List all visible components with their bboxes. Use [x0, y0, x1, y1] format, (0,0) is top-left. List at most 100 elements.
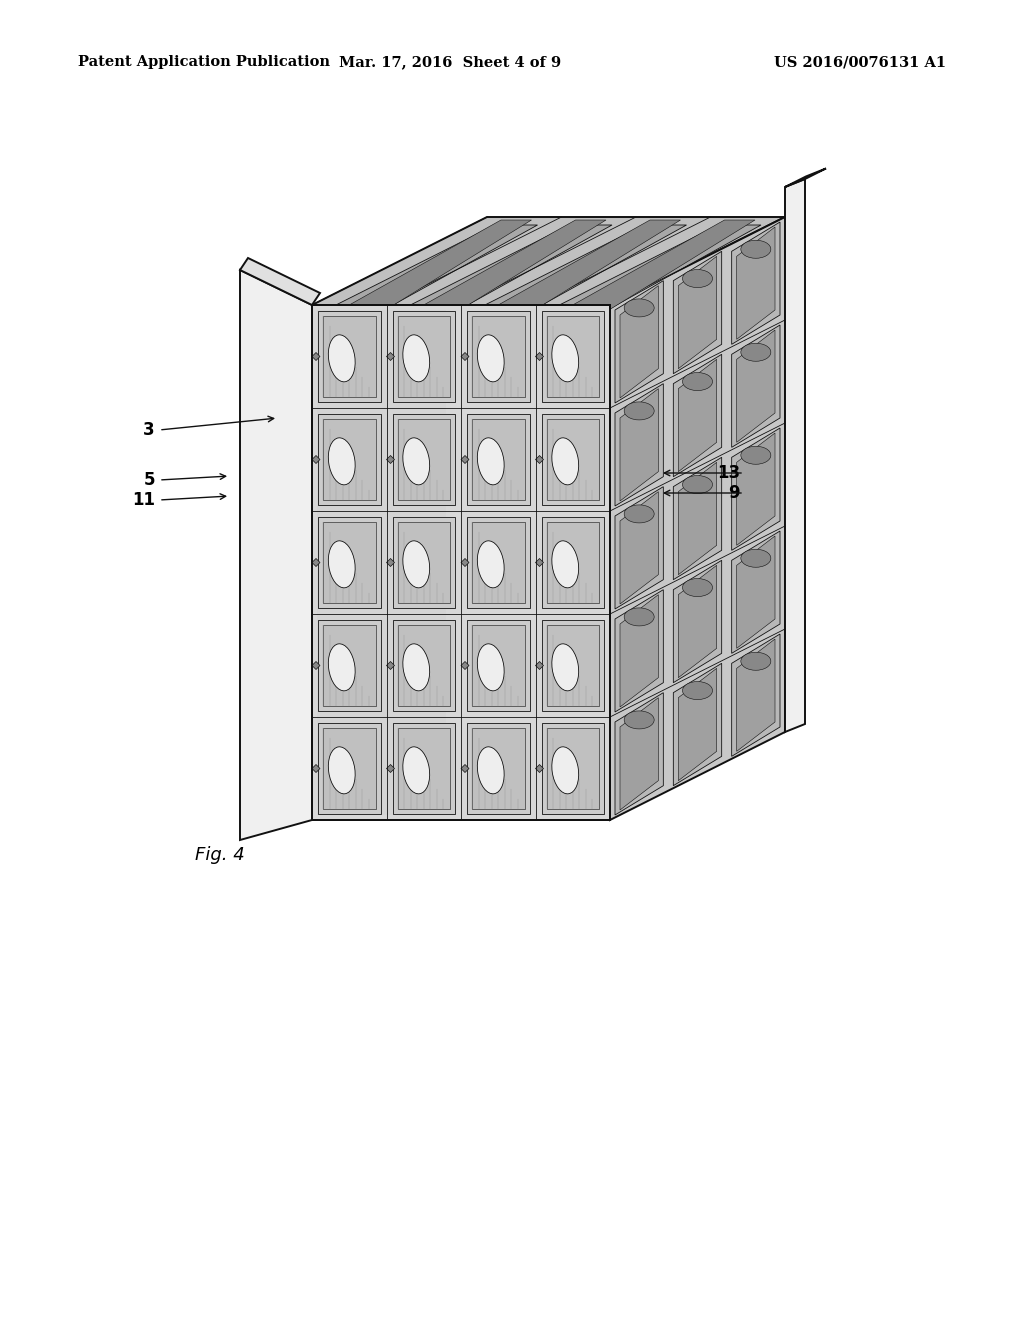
FancyBboxPatch shape: [318, 312, 381, 403]
Ellipse shape: [740, 446, 771, 465]
FancyBboxPatch shape: [467, 312, 529, 403]
Ellipse shape: [740, 240, 771, 259]
Polygon shape: [312, 352, 319, 360]
FancyBboxPatch shape: [467, 414, 529, 506]
Polygon shape: [674, 251, 722, 374]
Polygon shape: [461, 455, 469, 463]
Polygon shape: [674, 664, 722, 785]
Polygon shape: [475, 220, 681, 318]
Polygon shape: [674, 354, 722, 477]
FancyBboxPatch shape: [318, 517, 381, 609]
Polygon shape: [620, 595, 658, 708]
FancyBboxPatch shape: [318, 414, 381, 506]
FancyBboxPatch shape: [323, 624, 376, 706]
Polygon shape: [386, 558, 394, 566]
Polygon shape: [615, 487, 664, 609]
FancyBboxPatch shape: [547, 624, 599, 706]
Ellipse shape: [625, 711, 654, 729]
Polygon shape: [386, 455, 394, 463]
Ellipse shape: [329, 747, 355, 793]
Polygon shape: [615, 693, 664, 814]
Text: 9: 9: [728, 484, 740, 502]
Ellipse shape: [402, 747, 430, 793]
FancyBboxPatch shape: [547, 418, 599, 500]
Ellipse shape: [552, 438, 579, 484]
FancyBboxPatch shape: [392, 620, 455, 711]
Polygon shape: [544, 224, 761, 313]
Ellipse shape: [552, 335, 579, 381]
Polygon shape: [615, 384, 664, 506]
FancyBboxPatch shape: [472, 729, 524, 809]
Ellipse shape: [402, 644, 430, 690]
Polygon shape: [312, 661, 319, 669]
Text: US 2016/0076131 A1: US 2016/0076131 A1: [774, 55, 946, 69]
FancyBboxPatch shape: [467, 620, 529, 711]
Text: 11: 11: [132, 491, 155, 510]
FancyBboxPatch shape: [472, 418, 524, 500]
Text: 13: 13: [717, 465, 740, 482]
FancyBboxPatch shape: [547, 729, 599, 809]
Ellipse shape: [740, 652, 771, 671]
FancyBboxPatch shape: [392, 517, 455, 609]
FancyBboxPatch shape: [547, 315, 599, 397]
FancyBboxPatch shape: [542, 517, 604, 609]
Ellipse shape: [683, 578, 713, 597]
Polygon shape: [536, 764, 544, 772]
Polygon shape: [620, 698, 658, 810]
FancyBboxPatch shape: [323, 418, 376, 500]
Ellipse shape: [477, 335, 504, 381]
Polygon shape: [615, 590, 664, 711]
Ellipse shape: [402, 335, 430, 381]
Polygon shape: [736, 227, 775, 339]
FancyBboxPatch shape: [542, 312, 604, 403]
Polygon shape: [550, 220, 755, 318]
FancyBboxPatch shape: [472, 624, 524, 706]
Polygon shape: [536, 661, 544, 669]
FancyBboxPatch shape: [397, 521, 450, 603]
Ellipse shape: [329, 541, 355, 587]
Ellipse shape: [329, 644, 355, 690]
Polygon shape: [678, 359, 717, 471]
Polygon shape: [317, 310, 446, 814]
Polygon shape: [732, 634, 780, 756]
Polygon shape: [386, 661, 394, 669]
FancyBboxPatch shape: [397, 624, 450, 706]
Polygon shape: [240, 257, 319, 305]
Ellipse shape: [683, 269, 713, 288]
Polygon shape: [785, 169, 826, 187]
Polygon shape: [732, 222, 780, 345]
Ellipse shape: [477, 747, 504, 793]
Polygon shape: [736, 536, 775, 648]
FancyBboxPatch shape: [323, 315, 376, 397]
Ellipse shape: [329, 438, 355, 484]
Polygon shape: [674, 560, 722, 682]
Polygon shape: [461, 352, 469, 360]
Text: 5: 5: [143, 471, 155, 488]
FancyBboxPatch shape: [392, 723, 455, 814]
FancyBboxPatch shape: [323, 729, 376, 809]
Polygon shape: [736, 433, 775, 545]
Polygon shape: [461, 558, 469, 566]
FancyBboxPatch shape: [397, 729, 450, 809]
Polygon shape: [536, 558, 544, 566]
Ellipse shape: [477, 644, 504, 690]
Polygon shape: [620, 491, 658, 605]
Polygon shape: [674, 457, 722, 579]
Ellipse shape: [625, 298, 654, 317]
Ellipse shape: [625, 401, 654, 420]
Ellipse shape: [402, 541, 430, 587]
Ellipse shape: [402, 438, 430, 484]
Ellipse shape: [740, 549, 771, 568]
FancyBboxPatch shape: [472, 315, 524, 397]
Polygon shape: [400, 220, 606, 318]
Polygon shape: [312, 455, 319, 463]
Polygon shape: [736, 330, 775, 442]
Polygon shape: [610, 216, 785, 820]
Ellipse shape: [625, 609, 654, 626]
Ellipse shape: [552, 541, 579, 587]
Polygon shape: [615, 281, 664, 403]
Polygon shape: [678, 668, 717, 780]
Ellipse shape: [477, 541, 504, 587]
Polygon shape: [785, 180, 805, 733]
FancyBboxPatch shape: [392, 312, 455, 403]
